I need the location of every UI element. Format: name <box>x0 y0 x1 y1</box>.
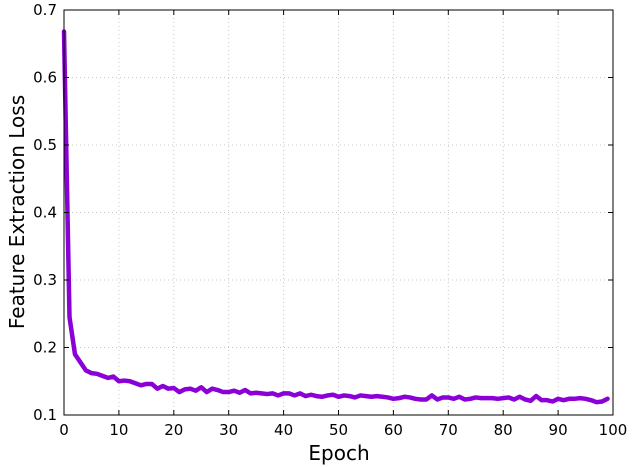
x-tick-label: 20 <box>164 421 183 439</box>
series-layer <box>61 29 610 405</box>
ticks: 0 10 20 30 40 50 60 70 80 90 100 0.1 0.2 0.3 0.4 0.5 0.6… <box>33 1 627 439</box>
x-tick-label: 80 <box>494 421 513 439</box>
y-tick-label: 0.1 <box>33 406 57 424</box>
x-tick-label: 60 <box>384 421 403 439</box>
x-tick-label: 0 <box>59 421 69 439</box>
y-tick-label: 0.7 <box>33 1 57 19</box>
grid <box>64 10 613 415</box>
series-line <box>61 29 610 405</box>
x-tick-label: 10 <box>109 421 128 439</box>
y-tick-label: 0.2 <box>33 339 57 357</box>
y-axis-label: Feature Extraction Loss <box>5 95 29 329</box>
y-tick-label: 0.4 <box>33 204 57 222</box>
x-tick-label: 30 <box>219 421 238 439</box>
y-tick-label: 0.6 <box>33 69 57 87</box>
x-tick-label: 70 <box>439 421 458 439</box>
x-tick-label: 40 <box>274 421 293 439</box>
x-tick-label: 90 <box>549 421 568 439</box>
x-axis-label: Epoch <box>308 441 369 465</box>
y-tick-label: 0.3 <box>33 271 57 289</box>
y-tick-label: 0.5 <box>33 136 57 154</box>
x-tick-label: 50 <box>329 421 348 439</box>
x-tick-label: 100 <box>599 421 628 439</box>
